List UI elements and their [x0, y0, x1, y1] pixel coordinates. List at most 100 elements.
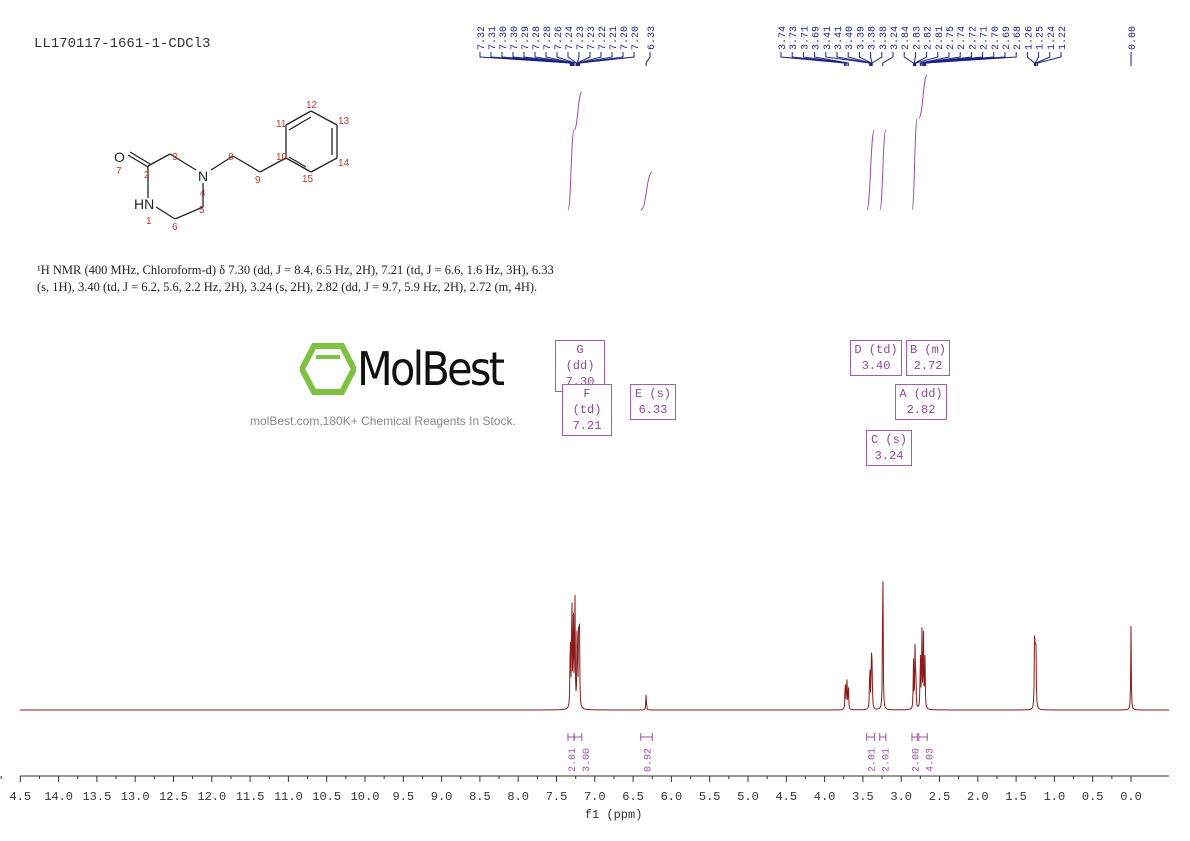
peak-leader-line	[847, 52, 872, 66]
integral-curve	[918, 74, 928, 119]
multiplet-box: C (s) 3.24	[866, 430, 912, 466]
peak-leader-line	[922, 52, 972, 66]
atom-n: N	[198, 168, 208, 184]
peak-leader-line	[1037, 52, 1062, 66]
peak-label: 2.75	[946, 26, 957, 50]
watermark-tagline: molBest.com,180K+ Chemical Reagents In S…	[250, 414, 516, 428]
x-tick-label: 13.0	[121, 790, 150, 804]
multiplet-label: A (dd)	[899, 387, 943, 401]
peak-label: 3.41	[834, 26, 845, 50]
peak-label: 7.28	[543, 26, 554, 50]
peak-label: 7.31	[488, 26, 499, 50]
peak-leader-line	[576, 52, 591, 66]
x-tick-label: 5.5	[699, 790, 721, 804]
integral-value: 2.01	[568, 748, 579, 772]
integral-curve	[911, 117, 918, 211]
peak-label: 3.24	[890, 26, 901, 50]
multiplet-shift: 7.21	[572, 419, 602, 433]
peak-leader-line	[871, 52, 883, 66]
peak-label: 3.38	[868, 26, 879, 50]
peak-leader-line	[858, 52, 872, 66]
peak-label: 7.21	[609, 26, 620, 50]
nmr-description: ¹H NMR (400 MHz, Chloroform-d) δ 7.30 (d…	[37, 262, 637, 296]
peak-leader-line	[791, 52, 846, 66]
x-tick-label: 7.5	[546, 790, 568, 804]
peak-leader-line	[802, 52, 848, 66]
peak-label: 2.72	[968, 26, 979, 50]
integral-value: 2.01	[882, 748, 893, 772]
atom-number: 8	[228, 152, 234, 163]
x-tick-label: 2.5	[929, 790, 951, 804]
atom-number: 6	[172, 222, 178, 233]
peak-label: 2.84	[901, 26, 912, 50]
multiplet-label: E (s)	[634, 387, 671, 401]
peak-leader-line	[919, 52, 950, 66]
peak-label: 2.83	[912, 26, 923, 50]
atom-hn: HN	[134, 196, 154, 212]
multiplet-box: D (td) 3.40	[850, 340, 902, 376]
peak-label: 3.38	[879, 26, 890, 50]
peak-leader-line	[913, 52, 916, 66]
peak-leader-line	[567, 52, 577, 66]
multiplet-label: D (td)	[854, 343, 898, 357]
integral-bracket	[640, 733, 653, 741]
molbest-logo-icon	[300, 343, 356, 395]
multiplet-shift: 2.82	[906, 403, 936, 417]
multiplet-shift: 2.72	[913, 359, 943, 373]
atom-number: 15	[302, 174, 314, 185]
multiplet-shift: 3.24	[874, 449, 904, 463]
peak-leader-line	[920, 52, 961, 66]
peak-label: 1.24	[1047, 26, 1058, 50]
peak-label: 7.28	[532, 26, 543, 50]
atom-number: 9	[255, 175, 261, 186]
atom-o: O	[114, 149, 125, 165]
peak-leader-line	[578, 52, 635, 66]
x-tick-label: 10.5	[312, 790, 341, 804]
integral-curve	[567, 129, 575, 211]
peak-label: 7.23	[576, 26, 587, 50]
x-tick-label: 0.0	[1120, 790, 1142, 804]
spectrum-line	[20, 581, 1169, 711]
watermark-brand: MolBest	[357, 342, 505, 396]
peak-leader-line	[814, 52, 849, 66]
multiplet-shift: 3.40	[861, 359, 891, 373]
multiplet-box: E (s) 6.33	[630, 384, 676, 420]
peak-label: 7.24	[565, 26, 576, 50]
chemical-structure: O HN N 1 2 3 4 5 6 7 8 9 10 11 12 13 14 …	[114, 100, 350, 233]
atom-number: 7	[116, 166, 122, 177]
peak-label: 1.26	[1024, 26, 1035, 50]
x-tick-label: 4.5	[775, 790, 797, 804]
x-tick-label: 12.5	[159, 790, 188, 804]
integral-bracket	[879, 733, 887, 741]
peak-leader-line	[915, 52, 939, 66]
peak-leader-line	[780, 52, 846, 66]
multiplet-box: A (dd) 2.82	[895, 384, 947, 420]
x-tick-label: 12.0	[197, 790, 226, 804]
atom-number: 2	[144, 170, 150, 181]
x-tick-label: 0.5	[1082, 790, 1104, 804]
x-tick-label: 10.0	[351, 790, 380, 804]
x-tick-label: 14.0	[44, 790, 73, 804]
x-tick-label: 7.0	[584, 790, 606, 804]
peak-leader-line	[882, 52, 894, 66]
peak-label: 2.68	[1013, 26, 1024, 50]
peak-leader-line	[577, 52, 602, 66]
integral-curve	[573, 91, 583, 131]
peak-leader-line	[836, 52, 871, 66]
peak-label: 6.33	[647, 26, 658, 50]
multiplet-shift: 6.33	[638, 403, 668, 417]
peak-label: 3.69	[812, 26, 823, 50]
x-tick-label: 8.5	[469, 790, 491, 804]
integral-bracket	[567, 733, 575, 741]
x-tick-label: 8.0	[507, 790, 529, 804]
x-tick-label: 1.0	[1044, 790, 1066, 804]
integral-bracket	[573, 733, 583, 741]
atom-number: 12	[306, 100, 318, 111]
multiplet-label: C (s)	[870, 433, 907, 447]
multiplet-box: F (td) 7.21	[562, 384, 612, 436]
peak-label: 7.30	[510, 26, 521, 50]
x-axis-label: f1 (ppm)	[585, 808, 643, 822]
peak-label: 7.22	[598, 26, 609, 50]
